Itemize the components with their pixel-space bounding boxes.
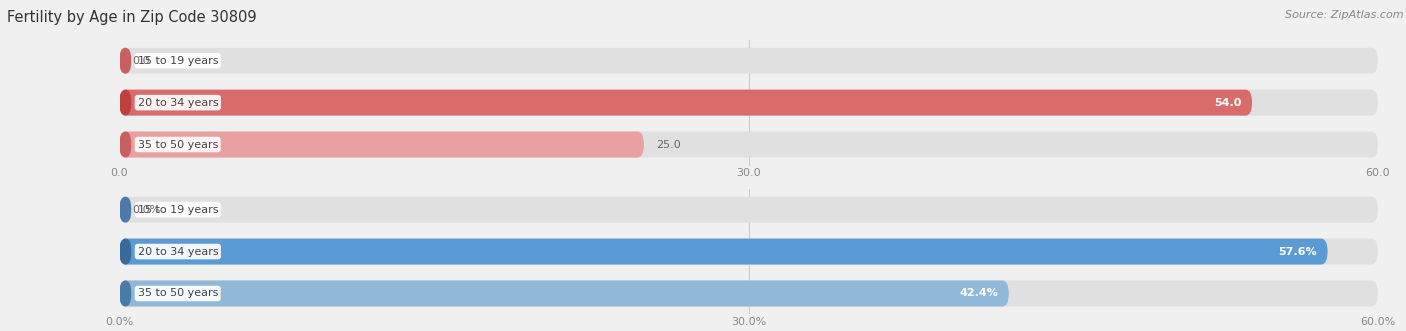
Text: 54.0: 54.0 bbox=[1215, 98, 1241, 108]
Text: 25.0: 25.0 bbox=[657, 140, 681, 150]
Text: 35 to 50 years: 35 to 50 years bbox=[138, 140, 218, 150]
FancyBboxPatch shape bbox=[120, 197, 1378, 223]
FancyBboxPatch shape bbox=[120, 131, 644, 158]
Text: 57.6%: 57.6% bbox=[1278, 247, 1317, 257]
Text: Source: ZipAtlas.com: Source: ZipAtlas.com bbox=[1285, 10, 1403, 20]
FancyBboxPatch shape bbox=[120, 90, 1251, 116]
Text: 35 to 50 years: 35 to 50 years bbox=[138, 289, 218, 299]
FancyBboxPatch shape bbox=[120, 280, 131, 307]
Text: Fertility by Age in Zip Code 30809: Fertility by Age in Zip Code 30809 bbox=[7, 10, 257, 25]
FancyBboxPatch shape bbox=[120, 90, 1378, 116]
FancyBboxPatch shape bbox=[120, 90, 131, 116]
FancyBboxPatch shape bbox=[120, 48, 131, 74]
FancyBboxPatch shape bbox=[120, 280, 1008, 307]
Text: 20 to 34 years: 20 to 34 years bbox=[138, 98, 218, 108]
FancyBboxPatch shape bbox=[120, 239, 1327, 264]
Text: 15 to 19 years: 15 to 19 years bbox=[138, 205, 218, 214]
FancyBboxPatch shape bbox=[120, 239, 131, 264]
Text: 20 to 34 years: 20 to 34 years bbox=[138, 247, 218, 257]
FancyBboxPatch shape bbox=[120, 197, 131, 223]
FancyBboxPatch shape bbox=[120, 131, 1378, 158]
Text: 0.0: 0.0 bbox=[132, 56, 149, 66]
FancyBboxPatch shape bbox=[120, 131, 131, 158]
Text: 15 to 19 years: 15 to 19 years bbox=[138, 56, 218, 66]
Text: 42.4%: 42.4% bbox=[959, 289, 998, 299]
FancyBboxPatch shape bbox=[120, 48, 1378, 74]
FancyBboxPatch shape bbox=[120, 280, 1378, 307]
Text: 0.0%: 0.0% bbox=[132, 205, 160, 214]
FancyBboxPatch shape bbox=[120, 239, 1378, 264]
